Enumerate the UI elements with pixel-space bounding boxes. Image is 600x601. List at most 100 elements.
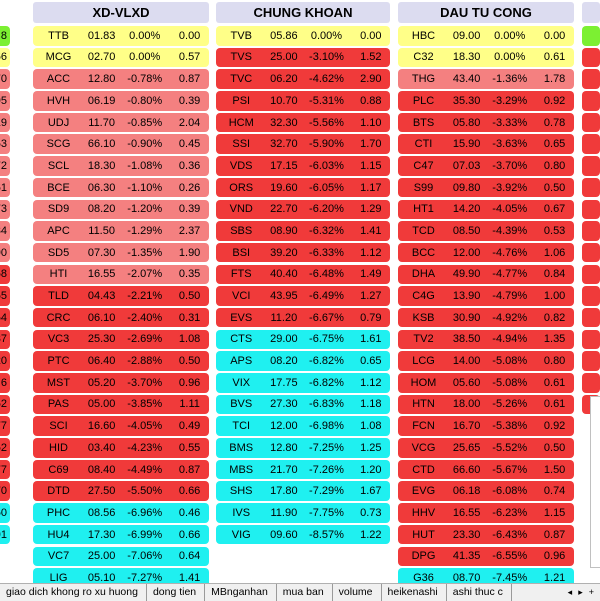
stock-row-evs[interactable]: EVS 11.20 -6.67% 0.79 — [216, 307, 390, 328]
partial-row[interactable]: 72 — [0, 156, 10, 176]
stock-row-s99[interactable]: S99 09.80 -3.92% 0.50 — [398, 177, 574, 198]
stock-row-hu4[interactable]: HU4 17.30 -6.99% 0.66 — [33, 524, 209, 545]
partial-row[interactable] — [582, 177, 600, 198]
partial-row[interactable] — [582, 91, 600, 111]
stock-row-bsi[interactable]: BSI 39.20 -6.33% 1.12 — [216, 242, 390, 263]
stock-row-ivs[interactable]: IVS 11.90 -7.75% 0.73 — [216, 503, 390, 523]
stock-row-fts[interactable]: FTS 40.40 -6.48% 1.49 — [216, 264, 390, 285]
stock-row-c4g[interactable]: C4G 13.90 -4.79% 1.00 — [398, 286, 574, 306]
partial-row[interactable] — [582, 112, 600, 133]
partial-row[interactable]: 52 — [0, 394, 10, 415]
stock-row-ht1[interactable]: HT1 14.20 -4.05% 0.67 — [398, 199, 574, 219]
scroll-right-icon[interactable]: ▸ — [578, 587, 583, 597]
sheet-tab[interactable]: MBnganhan — [205, 584, 277, 601]
stock-row-acc[interactable]: ACC 12.80 -0.78% 0.87 — [33, 69, 209, 89]
stock-row-g36[interactable]: G36 08.70 -7.45% 1.21 — [398, 568, 574, 588]
stock-row-cts[interactable]: CTS 29.00 -6.75% 1.61 — [216, 329, 390, 350]
stock-row-hvh[interactable]: HVH 06.19 -0.80% 0.39 — [33, 91, 209, 111]
stock-row-ors[interactable]: ORS 19.60 -6.05% 1.17 — [216, 177, 390, 198]
stock-row-hid[interactable]: HID 03.40 -4.23% 0.55 — [33, 438, 209, 458]
stock-row-aps[interactable]: APS 08.20 -6.82% 0.65 — [216, 351, 390, 371]
stock-row-evg[interactable]: EVG 06.18 -6.08% 0.74 — [398, 481, 574, 501]
stock-row-udj[interactable]: UDJ 11.70 -0.85% 2.04 — [33, 112, 209, 133]
partial-row[interactable] — [582, 329, 600, 350]
partial-row[interactable]: 61 — [0, 177, 10, 198]
stock-row-vc7[interactable]: VC7 25.00 -7.06% 0.64 — [33, 546, 209, 566]
partial-row[interactable] — [582, 199, 600, 219]
partial-row[interactable]: 52 — [0, 438, 10, 458]
stock-row-pas[interactable]: PAS 05.00 -3.85% 1.11 — [33, 394, 209, 415]
partial-row[interactable]: 77 — [0, 416, 10, 436]
stock-row-bms[interactable]: BMS 12.80 -7.25% 1.25 — [216, 438, 390, 458]
stock-row-vds[interactable]: VDS 17.15 -6.03% 1.15 — [216, 156, 390, 176]
stock-row-tvc[interactable]: TVC 06.20 -4.62% 2.90 — [216, 69, 390, 89]
sheet-tab[interactable]: giao dich khong ro xu huong — [0, 584, 147, 601]
stock-row-sci[interactable]: SCI 16.60 -4.05% 0.49 — [33, 416, 209, 436]
stock-row-fcn[interactable]: FCN 16.70 -5.38% 0.92 — [398, 416, 574, 436]
stock-row-tld[interactable]: TLD 04.43 -2.21% 0.50 — [33, 286, 209, 306]
partial-row[interactable] — [582, 134, 600, 154]
stock-row-hut[interactable]: HUT 23.30 -6.43% 0.87 — [398, 524, 574, 545]
partial-row[interactable]: 37 — [0, 329, 10, 350]
partial-row[interactable]: 73 — [0, 199, 10, 219]
partial-row[interactable] — [582, 286, 600, 306]
stock-row-plc[interactable]: PLC 35.30 -3.29% 0.92 — [398, 91, 574, 111]
partial-row[interactable] — [582, 156, 600, 176]
stock-row-scg[interactable]: SCG 66.10 -0.90% 0.45 — [33, 134, 209, 154]
stock-row-apc[interactable]: APC 11.50 -1.29% 2.37 — [33, 221, 209, 241]
stock-row-bts[interactable]: BTS 05.80 -3.33% 0.78 — [398, 112, 574, 133]
stock-row-ptc[interactable]: PTC 06.40 -2.88% 0.50 — [33, 351, 209, 371]
stock-row-bce[interactable]: BCE 06.30 -1.10% 0.26 — [33, 177, 209, 198]
stock-row-vc3[interactable]: VC3 25.30 -2.69% 1.08 — [33, 329, 209, 350]
partial-row[interactable]: 95 — [0, 91, 10, 111]
stock-row-ctd[interactable]: CTD 66.60 -5.67% 1.50 — [398, 459, 574, 480]
partial-row[interactable] — [582, 221, 600, 241]
partial-row[interactable]: 53 — [0, 134, 10, 154]
sheet-tab[interactable]: dong tien — [147, 584, 206, 601]
stock-row-vig[interactable]: VIG 09.60 -8.57% 1.22 — [216, 524, 390, 545]
sheet-tab[interactable]: ashi thuc c — [447, 584, 512, 601]
partial-row[interactable]: 34 — [0, 221, 10, 241]
partial-row[interactable] — [582, 47, 600, 68]
sheet-tab[interactable]: volume — [333, 584, 382, 601]
partial-row[interactable]: 8 — [0, 26, 10, 46]
stock-row-hom[interactable]: HOM 05.60 -5.08% 0.61 — [398, 373, 574, 393]
stock-row-c47[interactable]: C47 07.03 -3.70% 0.80 — [398, 156, 574, 176]
partial-row[interactable]: 50 — [0, 503, 10, 523]
stock-row-phc[interactable]: PHC 08.56 -6.96% 0.46 — [33, 503, 209, 523]
partial-row[interactable]: 19 — [0, 112, 10, 133]
partial-row[interactable] — [582, 373, 600, 393]
partial-row[interactable] — [582, 26, 600, 46]
stock-row-bcc[interactable]: BCC 12.00 -4.76% 1.06 — [398, 242, 574, 263]
add-sheet-icon[interactable]: + — [588, 587, 594, 597]
stock-row-crc[interactable]: CRC 06.10 -2.40% 0.31 — [33, 307, 209, 328]
stock-row-c69[interactable]: C69 08.40 -4.49% 0.87 — [33, 459, 209, 480]
stock-row-tcd[interactable]: TCD 08.50 -4.39% 0.53 — [398, 221, 574, 241]
stock-row-scl[interactable]: SCL 18.30 -1.08% 0.36 — [33, 156, 209, 176]
stock-row-c32[interactable]: C32 18.30 0.00% 0.61 — [398, 47, 574, 68]
stock-row-hhv[interactable]: HHV 16.55 -6.23% 1.15 — [398, 503, 574, 523]
stock-row-tvb[interactable]: TVB 05.86 0.00% 0.00 — [216, 26, 390, 46]
stock-row-hti[interactable]: HTI 16.55 -2.07% 0.35 — [33, 264, 209, 285]
stock-row-thg[interactable]: THG 43.40 -1.36% 1.78 — [398, 69, 574, 89]
stock-row-psi[interactable]: PSI 10.70 -5.31% 0.88 — [216, 91, 390, 111]
stock-row-mst[interactable]: MST 05.20 -3.70% 0.96 — [33, 373, 209, 393]
partial-row[interactable] — [582, 264, 600, 285]
stock-row-sbs[interactable]: SBS 08.90 -6.32% 1.41 — [216, 221, 390, 241]
stock-row-dtd[interactable]: DTD 27.50 -5.50% 0.66 — [33, 481, 209, 501]
stock-row-vcg[interactable]: VCG 25.65 -5.52% 0.50 — [398, 438, 574, 458]
stock-row-hcm[interactable]: HCM 32.30 -5.56% 1.10 — [216, 112, 390, 133]
partial-row[interactable] — [582, 307, 600, 328]
partial-row[interactable]: 58 — [0, 264, 10, 285]
stock-row-lig[interactable]: LIG 05.10 -7.27% 1.41 — [33, 568, 209, 588]
stock-row-dha[interactable]: DHA 49.90 -4.77% 0.84 — [398, 264, 574, 285]
partial-row[interactable] — [582, 69, 600, 89]
stock-row-mbs[interactable]: MBS 21.70 -7.26% 1.20 — [216, 459, 390, 480]
stock-row-dpg[interactable]: DPG 41.35 -6.55% 0.96 — [398, 546, 574, 566]
stock-row-htn[interactable]: HTN 18.00 -5.26% 0.61 — [398, 394, 574, 415]
scroll-left-icon[interactable]: ◂ — [567, 587, 573, 597]
stock-row-sd5[interactable]: SD5 07.30 -1.35% 1.90 — [33, 242, 209, 263]
partial-row[interactable] — [582, 242, 600, 263]
partial-row[interactable]: 54 — [0, 307, 10, 328]
partial-row[interactable]: 77 — [0, 459, 10, 480]
